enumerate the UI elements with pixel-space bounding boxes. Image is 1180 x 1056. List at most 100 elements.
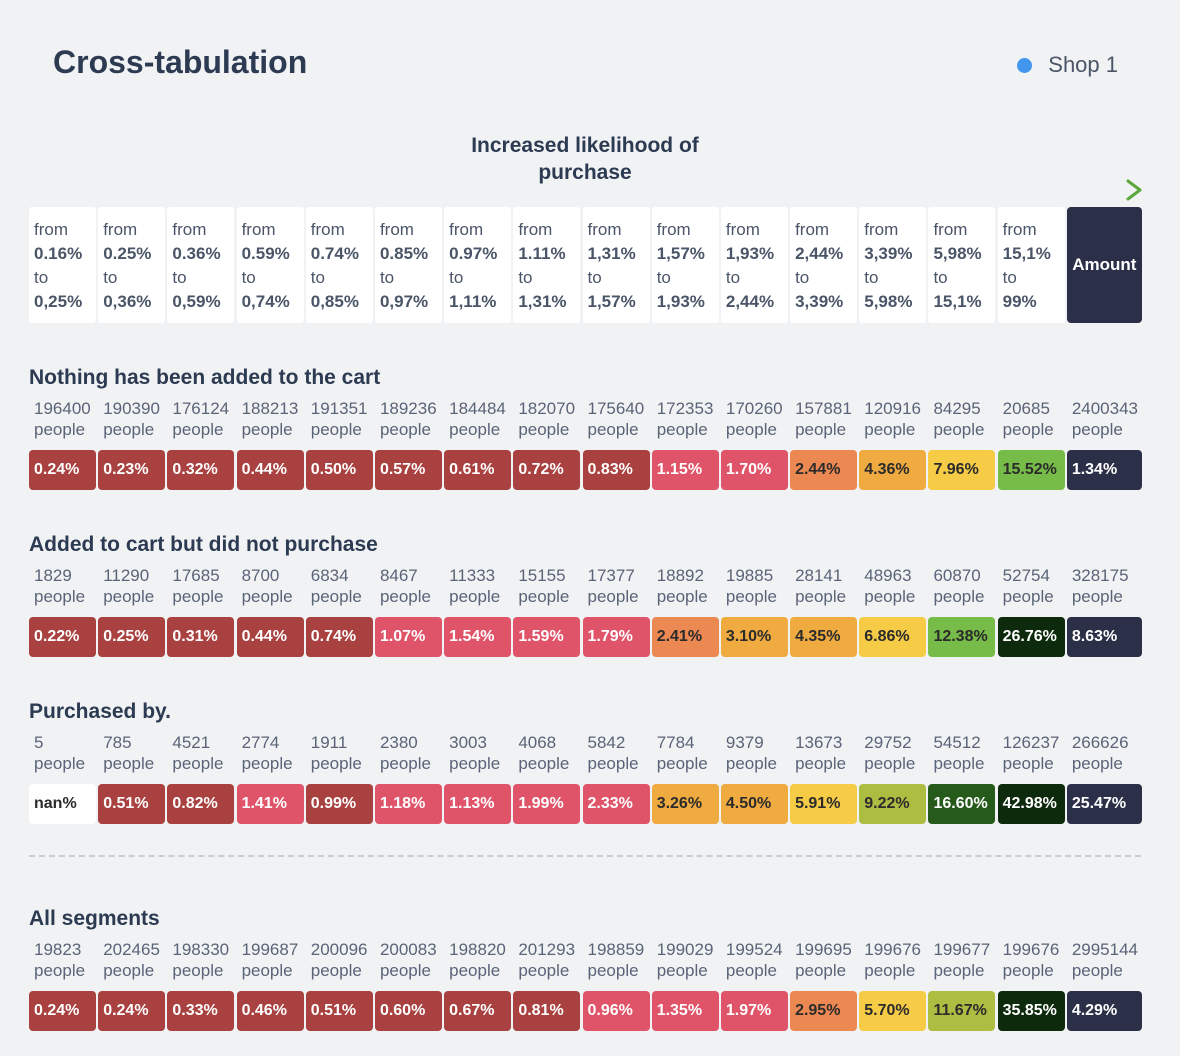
people-number: 17685 [172,566,220,585]
people-number: 196400 [34,399,91,418]
people-number: 15155 [518,566,566,585]
people-word: people [103,420,155,439]
people-number: 188213 [241,399,299,418]
bucket-from-word: from [933,220,968,239]
percentage-row-inner: 0.24% 0.24% 0.33% 0.46% 0.51% 0.60% 0.67% 0.81%… [29,991,1142,1031]
people-word: people [1071,420,1123,439]
people-count: 18892 people [652,565,719,607]
bucket-to-word: to [933,268,948,287]
people-number: 198820 [449,940,506,959]
people-word: people [1071,961,1123,980]
people-number: 191351 [310,399,368,418]
people-number: 52754 [1002,566,1050,585]
people-word: people [518,420,570,439]
people-word: people [449,587,501,606]
people-word: people [379,587,431,606]
people-count: 199676 people [859,939,926,981]
bucket-to-value: 99% [1002,292,1037,311]
bucket-from-word: from [449,220,484,239]
conversion-cell: 0.50% [305,450,373,490]
people-word: people [587,754,639,773]
bucket-from-value: 1.11% [518,244,566,263]
conversion-cell: 4.50% [720,784,788,824]
bucket-from-word: from [379,220,414,239]
people-count: 6834 people [306,565,373,607]
people-word: people [241,587,293,606]
bucket-1: from 0.16% to 0,25% [29,207,96,323]
people-number: 199677 [933,940,991,959]
people-number: 13673 [795,733,843,752]
legend[interactable]: Shop 1 [1017,52,1118,78]
people-count: 84295 people [928,398,995,440]
bucket-from-word: from [587,220,622,239]
people-count: 785 people [98,732,165,774]
people-count: 2995144 people [1067,939,1142,981]
people-count: 157881 people [790,398,857,440]
people-word: people [864,961,916,980]
conversion-cell: 1.59% [513,617,581,657]
legend-dot-icon [1017,57,1033,73]
people-word: people [34,587,86,606]
conversion-cell: 0.25% [98,617,166,657]
conversion-cell: 1.70% [720,450,788,490]
people-count: 170260 people [721,398,788,440]
conversion-cell: 1.99% [513,784,581,824]
conversion-cell: 0.44% [236,450,304,490]
people-number: 48963 [864,566,912,585]
bucket-from-word: from [172,220,207,239]
people-word: people [795,961,847,980]
bucket-to-word: to [241,268,256,287]
conversion-cell: 25.47% [1066,784,1142,824]
conversion-cell: 1.13% [444,784,512,824]
people-word: people [518,754,570,773]
people-word: people [310,754,362,773]
people-number: 199029 [656,940,714,959]
people-number: 157881 [795,399,852,418]
people-word: people [933,754,985,773]
bucket-to-word: to [103,268,118,287]
people-word: people [172,961,224,980]
people-word: people [310,420,362,439]
bucket-from-word: from [103,220,138,239]
bucket-8: from 1.11% to 1,31% [513,207,581,323]
people-word: people [933,961,985,980]
bucket-5: from 0.74% to 0,85% [305,207,373,323]
people-count: 8700 people [237,565,304,607]
people-row: 196400 people 190390 people 176124 people 1882… [29,398,1141,440]
people-number: 200096 [310,940,368,959]
bucket-from-value: 15,1% [1002,244,1051,263]
people-number: 184484 [449,399,506,418]
people-number: 3003 [449,733,487,752]
bucket-7: from 0.97% to 1,11% [444,207,512,323]
people-number: 266626 [1071,733,1129,752]
people-number: 8700 [241,566,280,585]
bucket-from-value: 1,31% [587,244,636,263]
people-count: 191351 people [306,398,373,440]
bucket-from-word: from [1002,220,1037,239]
bucket-to-word: to [725,268,741,287]
people-word: people [518,587,570,606]
amount-header: Amount [1066,207,1142,323]
conversion-cell: 0.51% [305,991,373,1031]
bucket-to-value: 0,59% [172,292,221,311]
people-word: people [379,961,431,980]
people-number: 198330 [172,940,230,959]
bucket-to-word: to [587,268,602,287]
bucket-from-value: 5,98% [933,244,982,263]
people-word: people [1002,961,1054,980]
conversion-cell: 0.31% [167,617,235,657]
bucket-from-value: 1,93% [725,244,775,263]
bucket-from-word: from [656,220,691,239]
bucket-to-value: 1,93% [656,292,705,311]
people-number: 5 [34,733,44,752]
people-word: people [379,754,431,773]
people-count: 20685 people [998,398,1065,440]
bucket-from-value: 0.85% [379,244,429,263]
conversion-cell: 1.18% [374,784,442,824]
people-count: 199687 people [237,939,304,981]
people-word: people [241,420,293,439]
people-word: people [103,961,155,980]
people-word: people [725,754,777,773]
people-number: 172353 [656,399,714,418]
people-count: 54512 people [928,732,995,774]
